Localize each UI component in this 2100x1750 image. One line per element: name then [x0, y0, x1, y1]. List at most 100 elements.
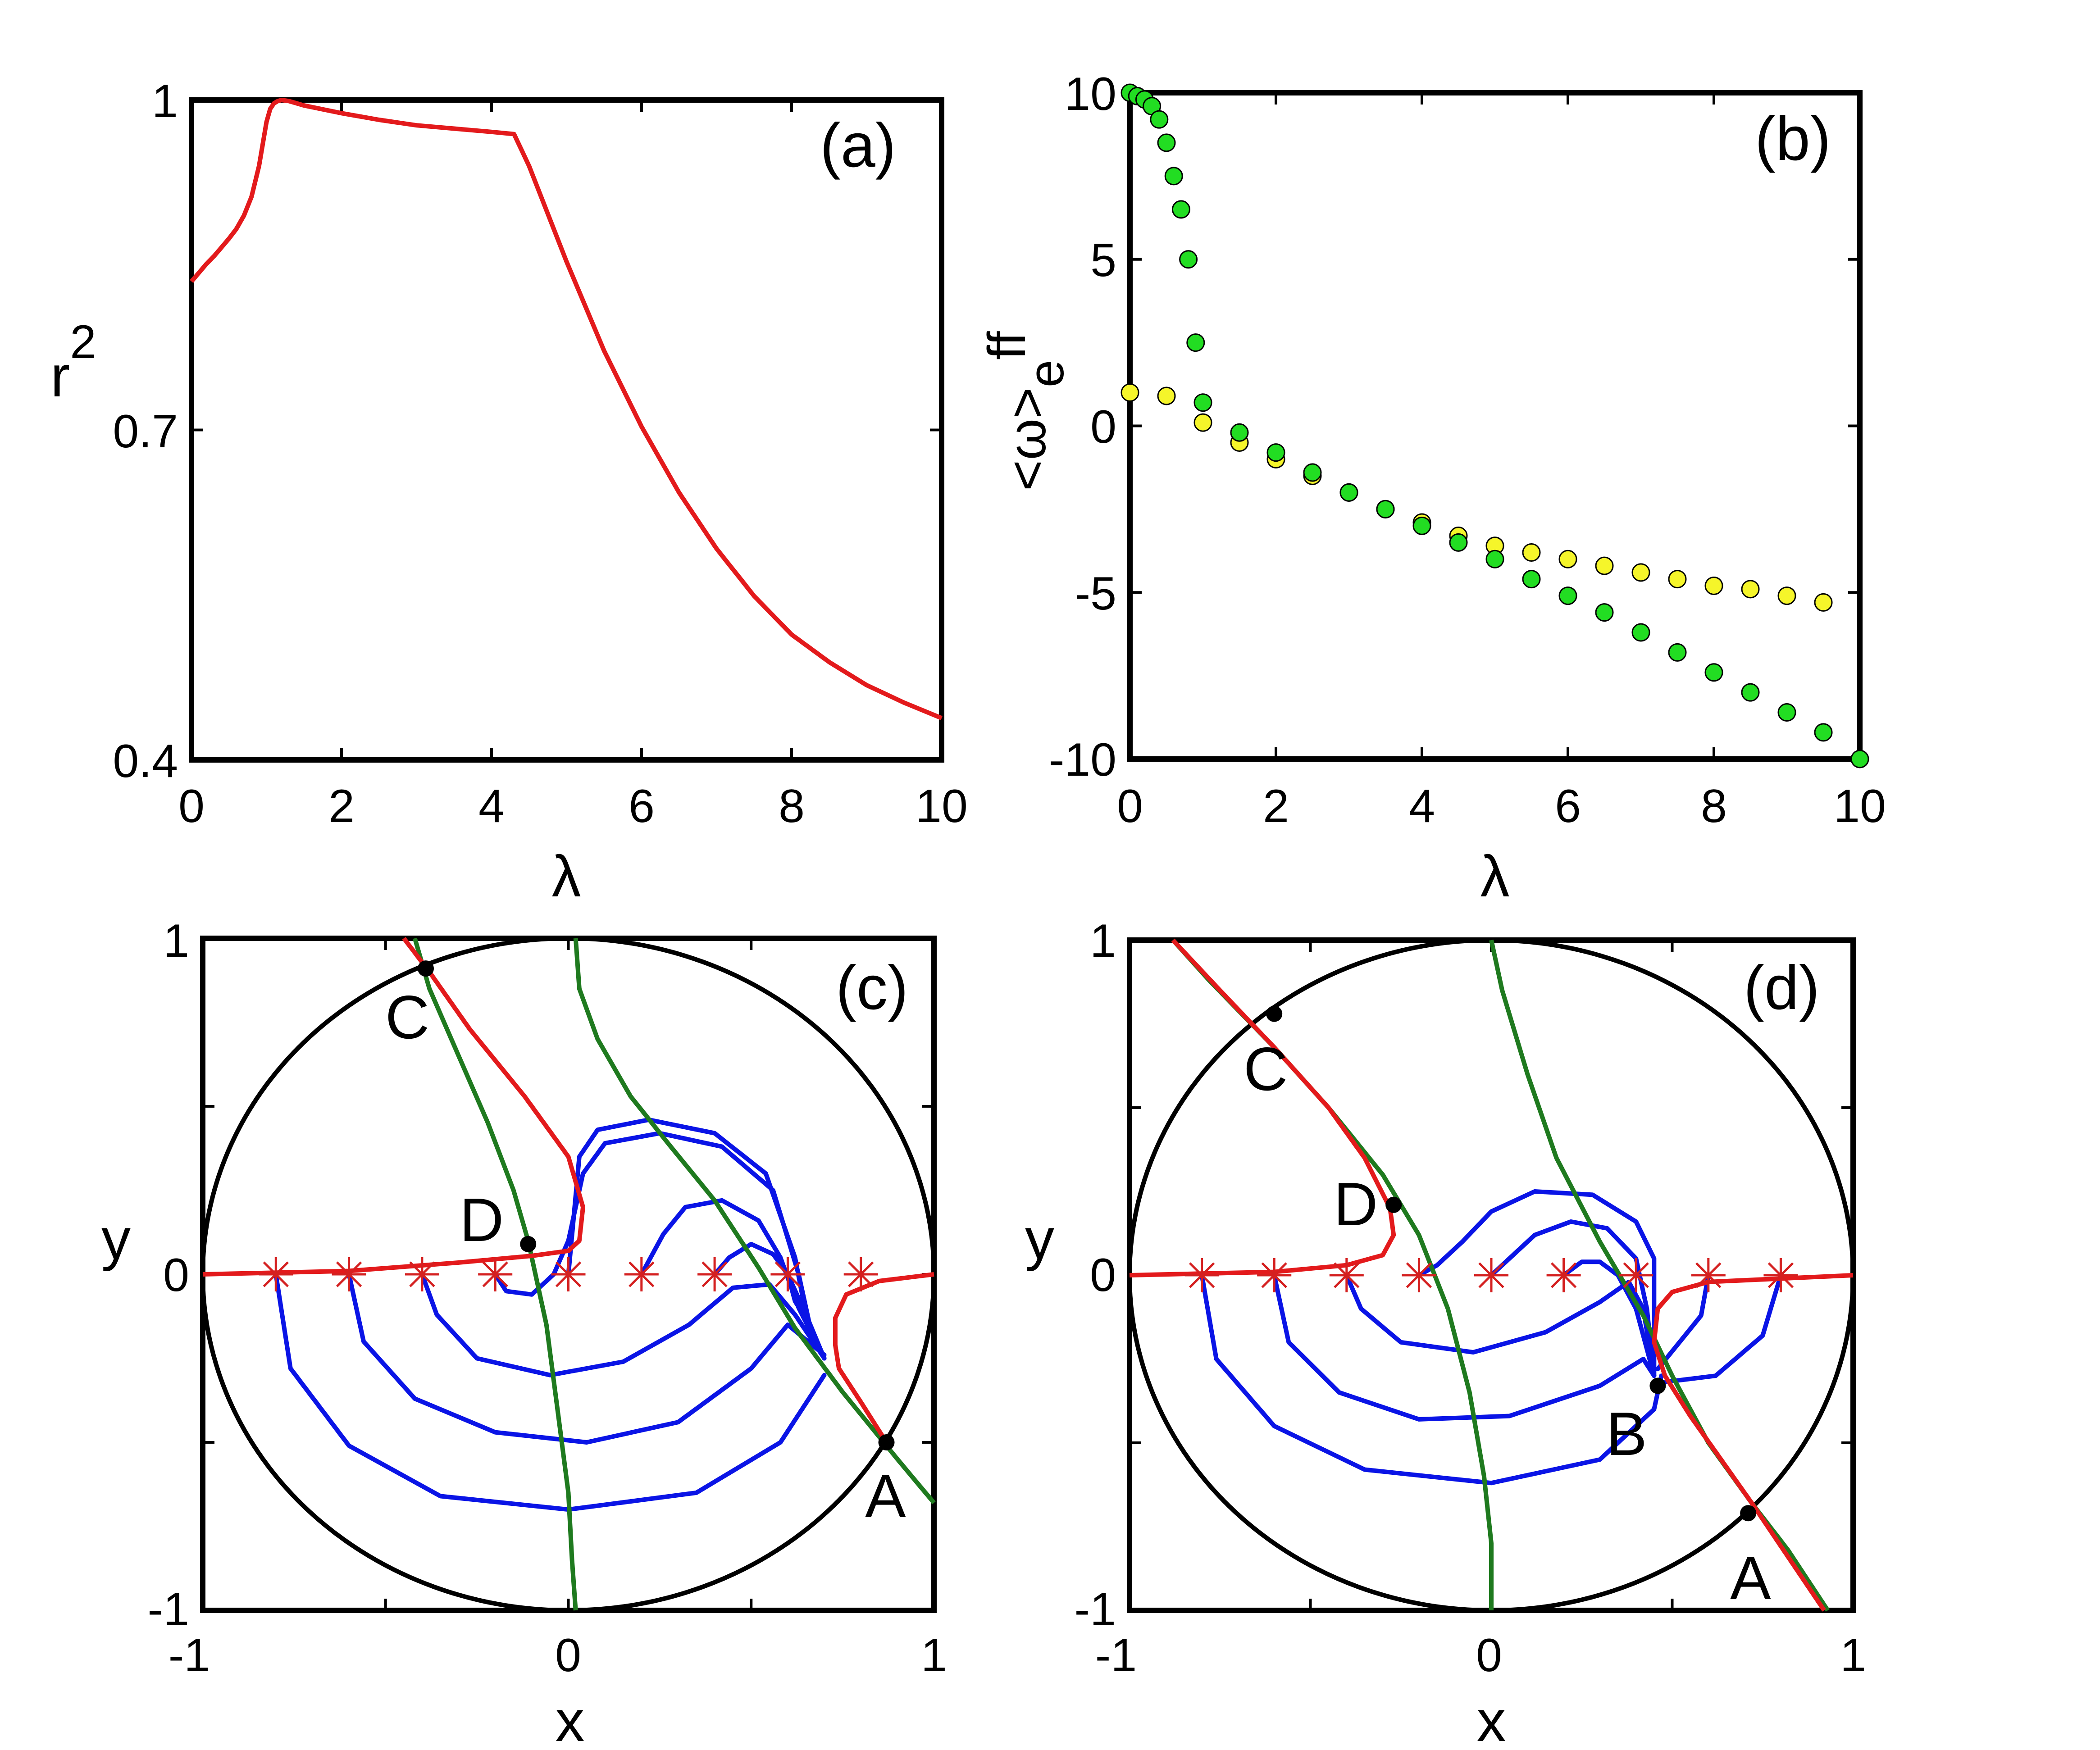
star-stroke [774, 1261, 801, 1287]
star-stroke [1478, 1262, 1504, 1288]
trajectory-line [419, 1272, 827, 1377]
panel-a-xtick-0: 0 [178, 780, 205, 832]
initial-condition-star [697, 1257, 732, 1291]
yellow-point [1157, 386, 1176, 405]
trajectory-line [1655, 1273, 1711, 1372]
panel-d-point-label-C: C [1244, 1035, 1288, 1103]
panel-d-xtick-0: 0 [1476, 1629, 1502, 1682]
initial-condition-star [1763, 1258, 1798, 1292]
trajectory-line [346, 1272, 827, 1445]
panel-c-xlabel: x [556, 1688, 585, 1750]
yellow-point [1121, 383, 1139, 402]
initial-condition-star [1402, 1258, 1436, 1292]
yellow-point [1595, 556, 1614, 575]
star-stroke [1767, 1262, 1794, 1288]
trajectory-line [566, 1117, 827, 1361]
panel-b-xtick-2: 2 [1263, 780, 1289, 832]
panel-b-ytick-10: 10 [1064, 68, 1116, 120]
nullcline-red [1652, 1273, 1854, 1612]
green-point [1850, 750, 1869, 768]
green-point [1741, 683, 1760, 702]
star-stroke [1406, 1262, 1432, 1288]
green-point [1558, 586, 1577, 605]
initial-condition-star [624, 1257, 659, 1291]
panel-b-ylabel-sub: e [1019, 360, 1074, 387]
panel-a-ytick-0.7: 0.7 [113, 405, 178, 458]
trajectory-line [1417, 1189, 1657, 1378]
panel-d-xtick-m1: -1 [1095, 1629, 1137, 1682]
initial-condition-star [332, 1257, 366, 1291]
initial-condition-star [551, 1257, 586, 1291]
trajectory-line [1561, 1259, 1657, 1378]
green-point [1485, 550, 1504, 568]
yellow-point [1704, 576, 1723, 595]
panel-a-xtick-2: 2 [328, 780, 355, 832]
star-stroke [1334, 1262, 1360, 1288]
panel-d-point-label-B: B [1606, 1400, 1647, 1468]
panel-a-xtick-6: 6 [629, 780, 655, 832]
star-stroke [336, 1261, 362, 1287]
panel-c-point-label-D: D [460, 1186, 504, 1254]
trajectory-line [1344, 1273, 1657, 1378]
panel-c-ytick-1: 1 [163, 915, 189, 967]
green-point [1266, 443, 1285, 462]
panel-c-xtick-0: 0 [555, 1629, 581, 1682]
panel-a-xtick-4: 4 [478, 780, 505, 832]
panel-b: (b) 0 2 4 6 8 10 -10 -5 0 5 10 λ <ω>eff [977, 68, 1886, 909]
panel-b-ylabel-base: <ω> [998, 387, 1057, 491]
green-point [1150, 110, 1169, 129]
green-point [1171, 200, 1190, 219]
panel-b-xtick-4: 4 [1409, 780, 1435, 832]
panel-d: (d) -1 0 1 -1 0 1 x y C D B A [1025, 915, 1866, 1750]
panel-d-point-label-D: D [1334, 1170, 1378, 1238]
trajectory-line [1659, 1273, 1783, 1385]
panel-a-ytick-1: 1 [152, 75, 178, 127]
green-point [1704, 663, 1723, 682]
green-point [1814, 723, 1833, 742]
green-point [1179, 250, 1198, 269]
fixed-point-D [1385, 1196, 1402, 1213]
green-point [1164, 167, 1183, 186]
initial-condition-star [478, 1257, 513, 1291]
initial-condition-star [1619, 1258, 1654, 1292]
panel-c-ylabel: y [101, 1206, 131, 1272]
panel-b-ytick-5: 5 [1090, 234, 1116, 286]
star-stroke [1695, 1262, 1722, 1288]
panel-a-label: (a) [820, 111, 896, 180]
panel-a-ylabel-sup: 2 [70, 316, 96, 368]
fixed-point-C [1266, 1005, 1283, 1022]
yellow-point [1522, 543, 1541, 562]
panel-a-xtick-10: 10 [916, 780, 968, 832]
yellow-point [1193, 413, 1212, 432]
panel-b-label: (b) [1755, 104, 1831, 173]
fixed-point-A [1740, 1505, 1757, 1522]
yellow-point [1741, 580, 1760, 599]
green-point [1595, 603, 1614, 622]
initial-condition-star [1474, 1258, 1508, 1292]
panel-d-label: (d) [1744, 953, 1820, 1023]
initial-condition-star [259, 1257, 293, 1291]
green-point [1449, 533, 1468, 552]
initial-condition-star [1691, 1258, 1726, 1292]
star-stroke [409, 1261, 435, 1287]
green-point [1522, 570, 1541, 589]
trajectory-line [273, 1272, 827, 1512]
panel-d-ylabel: y [1025, 1206, 1054, 1272]
star-stroke [629, 1261, 655, 1287]
fixed-point-A [878, 1434, 895, 1450]
nullcline-green [573, 938, 936, 1505]
panel-d-ytick-0: 0 [1090, 1249, 1116, 1301]
panel-a-ytick-0.4: 0.4 [113, 735, 178, 787]
star-stroke [702, 1261, 728, 1287]
green-point [1303, 463, 1322, 482]
green-point [1777, 703, 1796, 722]
panel-b-xlabel: λ [1480, 843, 1510, 909]
star-stroke [555, 1261, 582, 1287]
nullcline-red [833, 1272, 934, 1444]
star-stroke [482, 1261, 508, 1287]
r2-series-line [190, 98, 943, 720]
panel-b-ytick-m10: -10 [1049, 734, 1116, 786]
initial-condition-star [1184, 1258, 1219, 1292]
green-point [1230, 423, 1249, 442]
panel-b-xtick-0: 0 [1117, 780, 1143, 832]
